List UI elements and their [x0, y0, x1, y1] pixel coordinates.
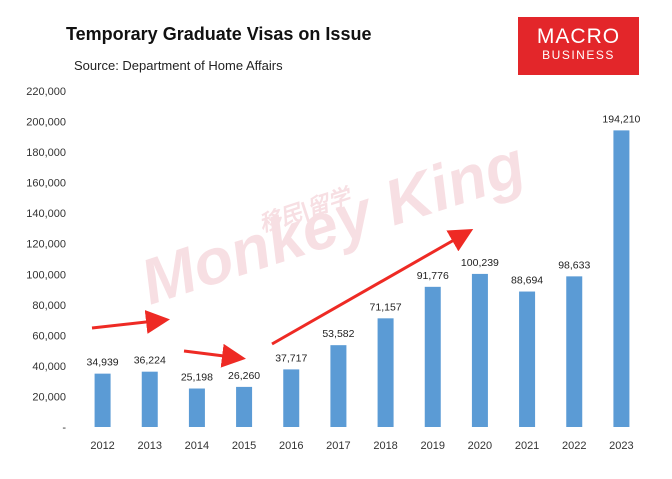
logo-line2: BUSINESS — [542, 48, 615, 62]
data-label: 98,633 — [558, 259, 590, 271]
bar-2013 — [141, 371, 158, 427]
annotation-arrow-2 — [183, 343, 246, 368]
x-tick-label: 2023 — [609, 440, 633, 452]
data-label: 53,582 — [322, 328, 354, 340]
y-tick-label: 40,000 — [32, 361, 66, 373]
x-tick-label: 2013 — [138, 440, 162, 452]
data-label: 37,717 — [275, 352, 307, 364]
y-tick-label: 140,000 — [26, 208, 66, 220]
x-tick-label: 2015 — [232, 440, 256, 452]
bar-2015 — [236, 386, 253, 427]
data-label: 88,694 — [511, 275, 543, 287]
bar-2022 — [566, 276, 583, 427]
data-label: 100,239 — [461, 257, 499, 269]
bar-2023 — [613, 130, 630, 427]
x-tick-label: 2014 — [185, 440, 209, 452]
chart-subtitle: Source: Department of Home Affairs — [74, 58, 283, 73]
x-tick-label: 2019 — [421, 440, 445, 452]
x-tick-label: 2016 — [279, 440, 303, 452]
y-tick-label: 80,000 — [32, 300, 66, 312]
data-label: 91,776 — [417, 270, 449, 282]
x-tick-label: 2021 — [515, 440, 539, 452]
data-label: 26,260 — [228, 370, 260, 382]
bar-2014 — [188, 388, 205, 427]
y-tick-label: 200,000 — [26, 117, 66, 129]
x-tick-label: 2012 — [90, 440, 114, 452]
y-tick-label: 20,000 — [32, 391, 66, 403]
bar-2019 — [424, 286, 441, 427]
y-tick-label: 220,000 — [26, 86, 66, 98]
chart-title: Temporary Graduate Visas on Issue — [66, 24, 372, 44]
data-label: 194,210 — [602, 113, 640, 125]
bar-2018 — [377, 318, 394, 427]
data-label: 25,198 — [181, 372, 213, 384]
y-tick-label: 120,000 — [26, 239, 66, 251]
bar-2020 — [471, 273, 488, 427]
y-tick-label: 60,000 — [32, 330, 66, 342]
x-tick-label: 2022 — [562, 440, 586, 452]
annotation-arrow-1 — [91, 310, 170, 334]
data-label: 71,157 — [370, 301, 402, 313]
macro-business-logo: MACRO BUSINESS — [518, 17, 639, 75]
logo-line1: MACRO — [536, 25, 621, 48]
y-tick-label: 160,000 — [26, 178, 66, 190]
bar-2016 — [283, 369, 300, 427]
bar-2021 — [519, 291, 536, 427]
y-tick-label: 100,000 — [26, 269, 66, 281]
x-tick-label: 2018 — [373, 440, 397, 452]
x-tick-label: 2017 — [326, 440, 350, 452]
data-label: 36,224 — [134, 355, 166, 367]
bar-2012 — [94, 373, 111, 427]
data-label: 34,939 — [87, 357, 119, 369]
y-tick-label: 180,000 — [26, 147, 66, 159]
annotation-arrow-3 — [271, 229, 474, 346]
bar-2017 — [330, 345, 347, 427]
y-tick-label: - — [62, 422, 66, 434]
x-tick-label: 2020 — [468, 440, 492, 452]
